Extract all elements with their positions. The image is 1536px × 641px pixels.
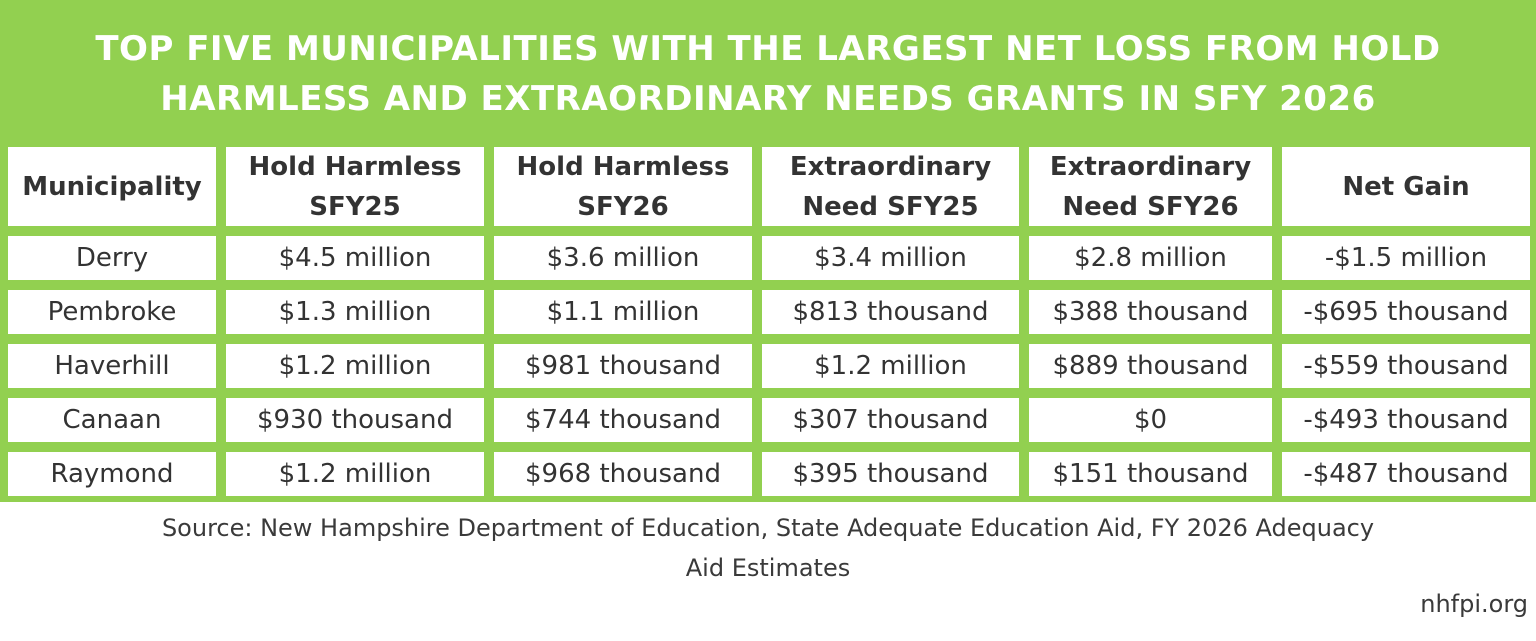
table-cell: $813 thousand: [762, 290, 1019, 334]
column-header-line-1: Hold Harmless: [516, 151, 730, 182]
title-line-1: TOP FIVE MUNICIPALITIES WITH THE LARGEST…: [95, 29, 1441, 69]
table-row-municipality: Derry: [8, 236, 216, 280]
table-cell: $1.2 million: [226, 452, 484, 496]
table-cell: $1.2 million: [226, 344, 484, 388]
column-header-line-1: Net Gain: [1342, 171, 1470, 202]
column-header-text: Hold Harmless SFY25: [249, 147, 462, 227]
table-row-municipality: Canaan: [8, 398, 216, 442]
column-header-line-1: Hold Harmless: [248, 151, 462, 182]
column-header: Net Gain: [1282, 147, 1530, 226]
table-cell: $307 thousand: [762, 398, 1019, 442]
table-cell: $930 thousand: [226, 398, 484, 442]
table-cell: $3.4 million: [762, 236, 1019, 280]
column-header-line-2: SFY25: [309, 191, 401, 222]
table-cell: $744 thousand: [494, 398, 752, 442]
column-header-text: Hold Harmless SFY26: [517, 147, 730, 227]
source-line-1: Source: New Hampshire Department of Educ…: [161, 514, 1375, 542]
table-cell: $2.8 million: [1029, 236, 1272, 280]
column-header-line-2: SFY26: [577, 191, 669, 222]
table-cell: $395 thousand: [762, 452, 1019, 496]
table-cell: $151 thousand: [1029, 452, 1272, 496]
table-cell: $0: [1029, 398, 1272, 442]
table-row-municipality: Pembroke: [8, 290, 216, 334]
column-header-text: Municipality: [22, 167, 202, 207]
table-cell: $3.6 million: [494, 236, 752, 280]
table-cell: $4.5 million: [226, 236, 484, 280]
table-cell: $1.3 million: [226, 290, 484, 334]
title-line-2: HARMLESS AND EXTRAORDINARY NEEDS GRANTS …: [160, 79, 1376, 119]
column-header-line-1: Extraordinary: [1049, 151, 1252, 182]
column-header-line-2: Need SFY26: [1062, 191, 1239, 222]
column-header-text: Extraordinary Need SFY26: [1050, 147, 1251, 227]
table-cell: $968 thousand: [494, 452, 752, 496]
table-cell: $388 thousand: [1029, 290, 1272, 334]
column-header-line-1: Municipality: [22, 171, 202, 202]
table-cell: -$487 thousand: [1282, 452, 1530, 496]
table-cell: $889 thousand: [1029, 344, 1272, 388]
column-header-line-2: Need SFY25: [802, 191, 979, 222]
column-header-text: Extraordinary Need SFY25: [790, 147, 991, 227]
column-header: Hold Harmless SFY26: [494, 147, 752, 226]
column-header: Extraordinary Need SFY26: [1029, 147, 1272, 226]
table-cell: -$559 thousand: [1282, 344, 1530, 388]
table-cell: -$493 thousand: [1282, 398, 1530, 442]
source-note: Source: New Hampshire Department of Educ…: [0, 508, 1536, 588]
table-cell: $981 thousand: [494, 344, 752, 388]
source-line-2: Aid Estimates: [685, 554, 851, 582]
column-header-text: Net Gain: [1342, 167, 1469, 207]
chart-title: TOP FIVE MUNICIPALITIES WITH THE LARGEST…: [0, 24, 1536, 124]
column-header: Municipality: [8, 147, 216, 226]
table-cell: $1.2 million: [762, 344, 1019, 388]
table-row-municipality: Raymond: [8, 452, 216, 496]
column-header: Extraordinary Need SFY25: [762, 147, 1019, 226]
table-cell: -$1.5 million: [1282, 236, 1530, 280]
table-cell: -$695 thousand: [1282, 290, 1530, 334]
table-cell: $1.1 million: [494, 290, 752, 334]
table-row-municipality: Haverhill: [8, 344, 216, 388]
brand-url: nhfpi.org: [1420, 590, 1528, 618]
column-header-line-1: Extraordinary: [789, 151, 992, 182]
column-header: Hold Harmless SFY25: [226, 147, 484, 226]
